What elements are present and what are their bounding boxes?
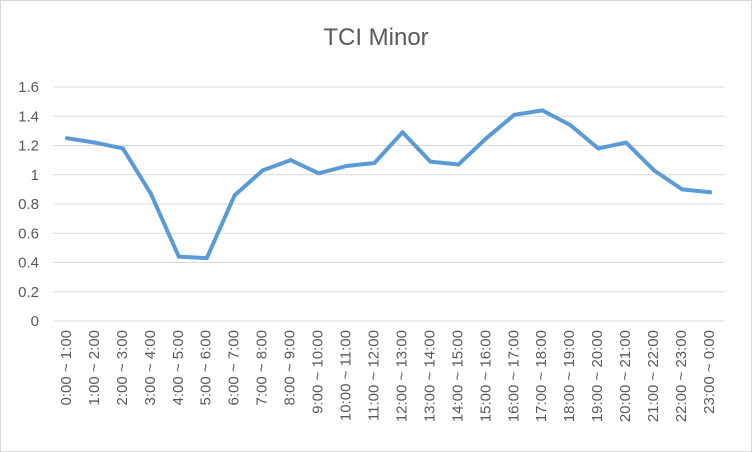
- data-point: [568, 123, 573, 128]
- series-line-group: [64, 108, 713, 261]
- y-tick-label: 0.6: [18, 225, 39, 242]
- x-axis-ticks: 0:00 ~ 1:00 1:00 ~ 2:00 2:00 ~ 3:00 3:00 ~ …: [58, 330, 718, 422]
- y-tick-label: 1.4: [18, 108, 39, 125]
- x-tick-label: 11:00 ~ 12:00: [365, 330, 382, 421]
- x-tick-label: 17:00 ~ 18:00: [533, 330, 550, 422]
- data-point: [484, 136, 489, 141]
- x-tick-label: 9:00 ~ 10:00: [310, 330, 327, 414]
- x-tick-label: 7:00 ~ 8:00: [254, 330, 271, 405]
- x-tick-label: 14:00 ~ 15:00: [449, 330, 466, 422]
- data-point: [232, 193, 237, 198]
- x-tick-label: 10:00 ~ 11:00: [338, 330, 355, 421]
- data-point: [456, 162, 461, 167]
- data-point: [260, 168, 265, 173]
- x-tick-label: 19:00 ~ 20:00: [589, 330, 606, 422]
- y-tick-label: 0.2: [18, 284, 39, 301]
- data-point: [540, 108, 545, 113]
- data-point: [428, 159, 433, 164]
- x-tick-label: 2:00 ~ 3:00: [114, 330, 131, 405]
- y-tick-label: 1.2: [18, 138, 39, 155]
- x-tick-label: 0:00 ~ 1:00: [58, 330, 75, 405]
- data-point: [708, 190, 713, 195]
- data-point: [624, 140, 629, 145]
- x-tick-label: 20:00 ~ 21:00: [617, 330, 634, 422]
- x-tick-label: 8:00 ~ 9:00: [282, 330, 299, 405]
- data-point: [92, 140, 97, 145]
- data-point: [344, 163, 349, 168]
- data-point: [64, 136, 69, 141]
- x-tick-label: 6:00 ~ 7:00: [226, 330, 243, 405]
- x-tick-label: 3:00 ~ 4:00: [142, 330, 159, 405]
- x-tick-label: 23:00 ~ 0:00: [701, 330, 718, 414]
- data-point: [652, 168, 657, 173]
- x-tick-label: 1:00 ~ 2:00: [86, 330, 103, 405]
- x-tick-label: 15:00 ~ 16:00: [477, 330, 494, 422]
- y-tick-label: 1: [31, 167, 39, 184]
- data-point: [316, 171, 321, 176]
- data-point: [400, 130, 405, 135]
- data-point: [204, 256, 209, 261]
- y-tick-label: 1.6: [18, 79, 39, 96]
- y-tick-label: 0: [31, 313, 39, 330]
- y-axis-ticks: 0 0.2 0.4 0.6 0.8 1 1.2 1.4 1.6: [18, 79, 39, 330]
- series-line: [65, 108, 712, 261]
- data-point: [288, 158, 293, 163]
- data-point: [372, 161, 377, 166]
- x-tick-label: 21:00 ~ 22:00: [645, 330, 662, 422]
- x-tick-label: 18:00 ~ 19:00: [561, 330, 578, 422]
- data-point: [176, 254, 181, 259]
- x-tick-label: 5:00 ~ 6:00: [198, 330, 215, 405]
- x-tick-label: 16:00 ~ 17:00: [505, 330, 522, 422]
- data-point: [512, 112, 517, 117]
- y-tick-label: 0.8: [18, 196, 39, 213]
- chart-title: TCI Minor: [323, 24, 429, 51]
- x-tick-label: 22:00 ~ 23:00: [673, 330, 690, 422]
- data-point: [596, 146, 601, 151]
- y-tick-label: 0.4: [18, 255, 39, 272]
- data-point: [680, 187, 685, 192]
- x-tick-label: 12:00 ~ 13:00: [393, 330, 410, 422]
- data-point: [148, 191, 153, 196]
- x-tick-label: 13:00 ~ 14:00: [421, 330, 438, 422]
- x-tick-label: 4:00 ~ 5:00: [170, 330, 187, 405]
- data-point: [120, 146, 125, 151]
